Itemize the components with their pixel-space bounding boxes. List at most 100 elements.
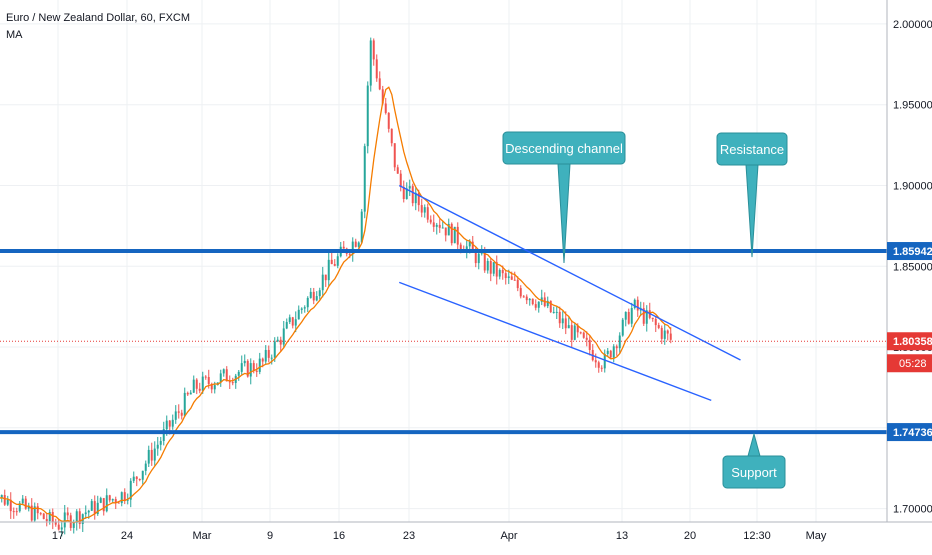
candle-body bbox=[60, 527, 63, 530]
badge-last-price-text: 1.80358 bbox=[893, 336, 932, 348]
candle-body bbox=[240, 363, 243, 372]
candle-body bbox=[270, 357, 273, 359]
candle-body bbox=[441, 227, 444, 229]
candle-body bbox=[57, 524, 60, 530]
badge-countdown-text: 05:28 bbox=[899, 358, 927, 370]
candle-body bbox=[138, 479, 141, 481]
candle-body bbox=[477, 253, 480, 264]
candle-body bbox=[540, 297, 543, 302]
candle-body bbox=[300, 308, 303, 310]
candle-body bbox=[3, 495, 6, 505]
callout-support: Support bbox=[722, 432, 786, 489]
callout-support-pointer bbox=[747, 432, 761, 457]
chart-title: Euro / New Zealand Dollar, 60, FXCM bbox=[6, 12, 190, 24]
moving-average bbox=[0, 86, 672, 524]
candle-body bbox=[99, 498, 102, 503]
badge-countdown-bg bbox=[887, 354, 932, 373]
candle-body bbox=[450, 223, 453, 244]
candle-body bbox=[513, 279, 516, 281]
price-badges: 1.85942 1.74736 1.80358 05:28 bbox=[887, 242, 932, 442]
candle-body bbox=[669, 333, 672, 340]
candle-body bbox=[483, 252, 486, 271]
candle-body bbox=[573, 325, 576, 340]
candle-body bbox=[585, 337, 588, 340]
candle-body bbox=[471, 241, 474, 250]
candle-body bbox=[225, 369, 228, 382]
grid bbox=[0, 0, 887, 522]
candle-body bbox=[33, 506, 36, 521]
candle-body bbox=[330, 259, 333, 265]
candle-body bbox=[552, 311, 555, 313]
candle-body bbox=[402, 186, 405, 199]
candle-body bbox=[375, 59, 378, 79]
candle-body bbox=[666, 330, 669, 334]
callout-descending-channel-label: Descending channel bbox=[505, 141, 623, 156]
candle-body bbox=[135, 476, 138, 480]
candle-body bbox=[63, 512, 66, 528]
candle-body bbox=[408, 186, 411, 189]
candle-body bbox=[324, 274, 327, 281]
candle-body bbox=[105, 495, 108, 512]
candle-body bbox=[27, 505, 30, 509]
candle-body bbox=[126, 499, 129, 501]
descending-channel bbox=[398, 184, 741, 402]
time-tick-label: 20 bbox=[684, 530, 696, 542]
candle-body bbox=[423, 207, 426, 213]
candle-body bbox=[384, 103, 387, 113]
candle-body bbox=[357, 242, 360, 247]
candle-body bbox=[570, 325, 573, 340]
candle-body bbox=[393, 143, 396, 168]
candle-body bbox=[198, 388, 201, 391]
candle-body bbox=[318, 290, 321, 297]
candle-body bbox=[228, 381, 231, 383]
candle-body bbox=[123, 492, 126, 501]
candle-body bbox=[366, 85, 369, 147]
candle-body bbox=[537, 301, 540, 308]
candle-body bbox=[117, 502, 120, 504]
candle-body bbox=[354, 241, 357, 247]
candle-body bbox=[273, 341, 276, 358]
time-tick-label: Apr bbox=[500, 530, 517, 542]
candle-body bbox=[144, 463, 147, 471]
candle-body bbox=[177, 411, 180, 413]
candle-body bbox=[507, 276, 510, 279]
candle-body bbox=[399, 173, 402, 187]
candle-body bbox=[291, 317, 294, 326]
price-tick-label: 1.95000 bbox=[893, 100, 932, 112]
candle-body bbox=[627, 311, 630, 324]
candle-body bbox=[162, 429, 165, 441]
candle-body bbox=[297, 309, 300, 320]
candle-body bbox=[195, 379, 198, 389]
candle-body bbox=[201, 376, 204, 391]
candle-body bbox=[492, 262, 495, 274]
candle-body bbox=[501, 270, 504, 274]
callout-resistance-label: Resistance bbox=[720, 142, 784, 157]
price-tick-label: 1.90000 bbox=[893, 180, 932, 192]
candle-body bbox=[420, 205, 423, 213]
candle-body bbox=[621, 319, 624, 336]
candle-body bbox=[90, 501, 93, 511]
candle-body bbox=[663, 330, 666, 339]
candle-body bbox=[549, 300, 552, 313]
badge-resistance-text: 1.85942 bbox=[893, 246, 932, 258]
time-tick-label: 12:30 bbox=[743, 530, 771, 542]
candle-body bbox=[75, 511, 78, 523]
candle-body bbox=[633, 299, 636, 309]
candle-body bbox=[252, 363, 255, 371]
candle-body bbox=[618, 335, 621, 349]
candle-body bbox=[531, 298, 534, 305]
candle-body bbox=[657, 325, 660, 328]
candle-body bbox=[48, 512, 51, 522]
candle-body bbox=[165, 420, 168, 430]
candle-body bbox=[567, 325, 570, 329]
candle-body bbox=[78, 511, 81, 525]
candle-body bbox=[438, 224, 441, 228]
candle-body bbox=[210, 383, 213, 390]
badge-support-bg bbox=[887, 423, 932, 442]
candle-body bbox=[351, 241, 354, 255]
candle-body bbox=[435, 224, 438, 227]
candle-body bbox=[426, 207, 429, 220]
